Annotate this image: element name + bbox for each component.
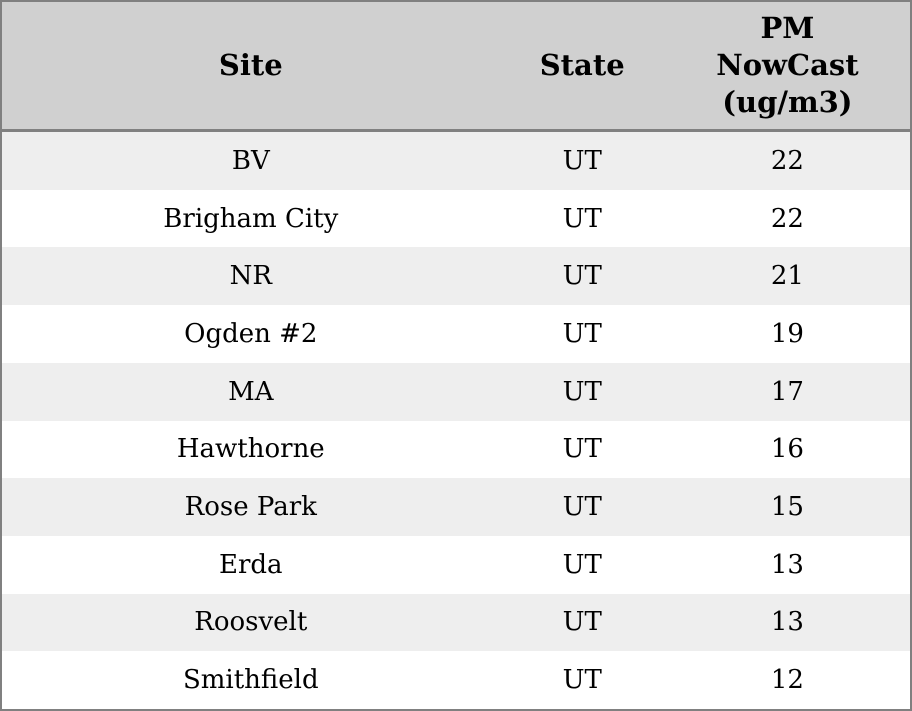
cell-pm-nowcast: 13 [770, 607, 804, 638]
cell-pm-nowcast: 16 [770, 434, 804, 465]
column-header-state-label: State [539, 47, 625, 82]
column-header-pm-nowcast: PM NowCast (ug/m3) [665, 10, 910, 121]
cell-state: UT [562, 261, 602, 292]
cell-state: UT [562, 492, 602, 523]
table-header-row: Site State PM NowCast (ug/m3) [2, 2, 910, 132]
cell-site: Smithfield [182, 665, 319, 696]
cell-pm-nowcast: 22 [770, 145, 804, 176]
cell-state: UT [562, 318, 602, 349]
cell-state: UT [562, 203, 602, 234]
table-body: BV UT 22 Brigham City UT 22 NR UT 21 Ogden #2 UT 19… [2, 132, 910, 709]
cell-state: UT [562, 665, 602, 696]
table-row: MA UT 17 [2, 362, 910, 421]
cell-site: NR [229, 261, 272, 292]
cell-site: Rose Park [184, 492, 317, 523]
cell-site: Erda [219, 549, 283, 580]
cell-site: Roosvelt [194, 607, 308, 638]
cell-site: MA [228, 376, 274, 407]
column-header-site: Site [2, 47, 500, 84]
column-header-pm-nowcast-label: PM NowCast (ug/m3) [716, 10, 859, 120]
cell-pm-nowcast: 13 [770, 549, 804, 580]
cell-state: UT [562, 607, 602, 638]
cell-pm-nowcast: 21 [770, 261, 804, 292]
column-header-state: State [500, 47, 665, 84]
table-row: Brigham City UT 22 [2, 189, 910, 248]
table-row: Ogden #2 UT 19 [2, 305, 910, 363]
cell-state: UT [562, 376, 602, 407]
table-row: Erda UT 13 [2, 535, 910, 594]
table-row: BV UT 22 [2, 132, 910, 190]
cell-site: Ogden #2 [184, 318, 318, 349]
cell-site: BV [231, 145, 270, 176]
cell-pm-nowcast: 15 [770, 492, 804, 523]
table-row: Roosvelt UT 13 [2, 593, 910, 652]
table-row: Smithfield UT 12 [2, 651, 910, 709]
cell-site: Hawthorne [176, 434, 325, 465]
cell-pm-nowcast: 17 [770, 376, 804, 407]
table-row: Rose Park UT 15 [2, 478, 910, 536]
cell-pm-nowcast: 19 [770, 318, 804, 349]
table-row: NR UT 21 [2, 247, 910, 306]
cell-pm-nowcast: 12 [770, 665, 804, 696]
cell-pm-nowcast: 22 [770, 203, 804, 234]
cell-state: UT [562, 549, 602, 580]
column-header-site-label: Site [218, 47, 283, 82]
cell-site: Brigham City [163, 203, 339, 234]
cell-state: UT [562, 434, 602, 465]
cell-state: UT [562, 145, 602, 176]
table-row: Hawthorne UT 16 [2, 420, 910, 479]
